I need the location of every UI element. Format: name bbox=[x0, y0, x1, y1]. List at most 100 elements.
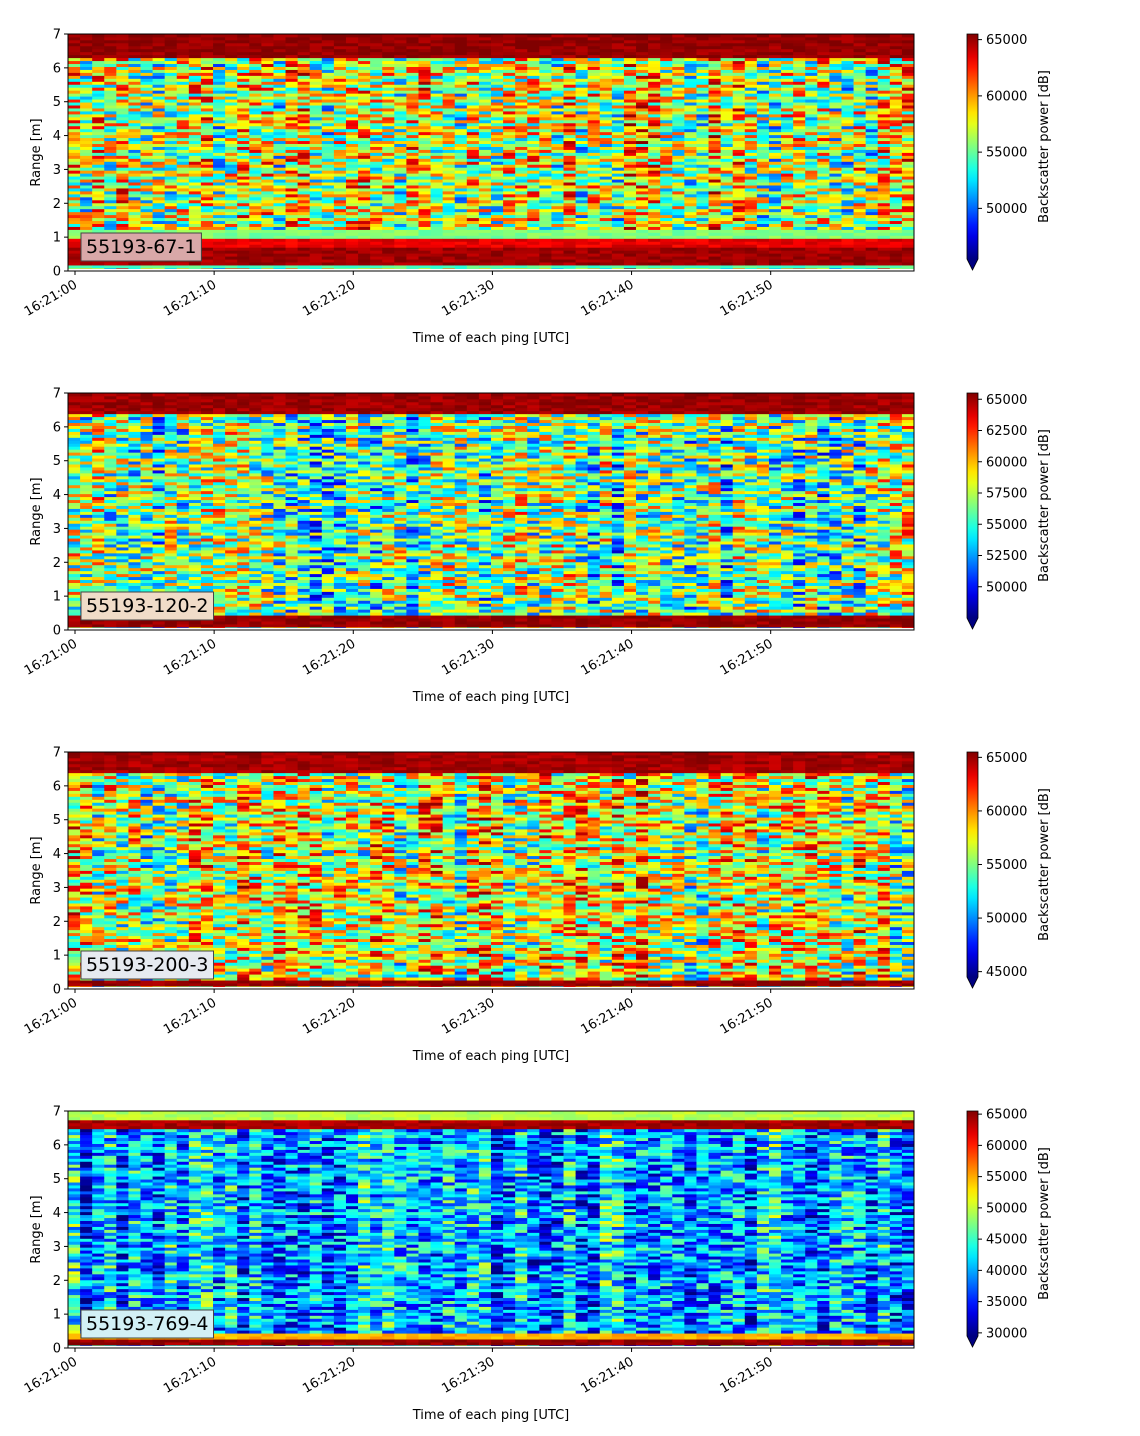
heatmap-cell bbox=[491, 102, 504, 106]
heatmap-cell bbox=[515, 39, 528, 44]
heatmap-cell bbox=[382, 238, 395, 242]
heatmap-cell bbox=[623, 235, 637, 239]
heatmap-cell bbox=[466, 63, 480, 67]
heatmap-cell bbox=[503, 96, 516, 100]
heatmap-cell bbox=[805, 102, 818, 106]
heatmap-cell bbox=[442, 191, 456, 195]
heatmap-cell bbox=[406, 93, 419, 97]
heatmap-cell bbox=[176, 36, 190, 41]
heatmap-cell bbox=[442, 34, 456, 38]
heatmap-cell bbox=[345, 185, 359, 189]
heatmap-cell bbox=[623, 90, 637, 94]
heatmap-cell bbox=[503, 265, 516, 269]
heatmap-cell bbox=[321, 108, 335, 112]
heatmap-cell bbox=[333, 256, 347, 260]
heatmap-cell bbox=[781, 87, 794, 91]
heatmap-cell bbox=[539, 208, 552, 213]
heatmap-cell bbox=[285, 170, 299, 174]
heatmap-cell bbox=[200, 102, 214, 106]
heatmap-cell bbox=[333, 122, 347, 127]
heatmap-cell bbox=[188, 137, 202, 142]
heatmap-cell bbox=[708, 179, 722, 183]
heatmap-cell bbox=[321, 72, 335, 76]
heatmap-cell bbox=[333, 84, 347, 88]
heatmap-cell bbox=[128, 116, 141, 121]
heatmap-cell bbox=[273, 96, 286, 100]
heatmap-cell bbox=[466, 214, 480, 219]
heatmap-cell bbox=[249, 51, 262, 56]
heatmap-cell bbox=[781, 34, 794, 38]
heatmap-cell bbox=[164, 182, 178, 186]
heatmap-cell bbox=[309, 188, 323, 192]
heatmap-cell bbox=[225, 78, 238, 82]
heatmap-cell bbox=[128, 199, 141, 204]
heatmap-cell bbox=[805, 226, 818, 230]
heatmap-cell bbox=[466, 173, 480, 177]
heatmap-cell bbox=[140, 146, 153, 150]
heatmap-cell bbox=[454, 244, 468, 248]
heatmap-cell bbox=[660, 170, 673, 174]
heatmap-cell bbox=[587, 75, 601, 79]
heatmap-cell bbox=[781, 78, 794, 82]
heatmap-cell bbox=[466, 265, 480, 269]
heatmap-cell bbox=[551, 60, 564, 65]
heatmap-cell bbox=[249, 75, 262, 79]
heatmap-cell bbox=[563, 140, 576, 145]
heatmap-cell bbox=[140, 78, 153, 82]
heatmap-cell bbox=[563, 232, 576, 236]
heatmap-cell bbox=[744, 72, 758, 76]
heatmap-cell bbox=[696, 34, 709, 38]
heatmap-cell bbox=[672, 214, 685, 219]
heatmap-cell bbox=[696, 176, 709, 180]
heatmap-cell bbox=[454, 128, 468, 133]
heatmap-cell bbox=[684, 48, 697, 53]
heatmap-cell bbox=[587, 69, 601, 73]
heatmap-cell bbox=[418, 247, 431, 251]
heatmap-cell bbox=[551, 199, 564, 204]
heatmap-cell bbox=[358, 105, 371, 109]
heatmap-cell bbox=[394, 134, 407, 139]
heatmap-cell bbox=[527, 78, 540, 82]
heatmap-cell bbox=[152, 265, 166, 269]
heatmap-cell bbox=[599, 185, 613, 189]
heatmap-cell bbox=[611, 137, 625, 142]
heatmap-cell bbox=[684, 149, 697, 153]
heatmap-cell bbox=[756, 262, 770, 266]
heatmap-cell bbox=[611, 223, 625, 227]
heatmap-cell bbox=[648, 34, 661, 38]
heatmap-cell bbox=[478, 108, 492, 112]
heatmap-cell bbox=[454, 119, 468, 124]
heatmap-cell bbox=[539, 113, 552, 118]
heatmap-cell bbox=[515, 90, 528, 94]
heatmap-cell bbox=[781, 102, 794, 106]
heatmap-cell bbox=[684, 131, 697, 136]
heatmap-cell bbox=[345, 54, 359, 59]
heatmap-cell bbox=[285, 265, 299, 269]
heatmap-cell bbox=[563, 63, 576, 67]
heatmap-cell bbox=[104, 143, 117, 147]
heatmap-cell bbox=[636, 39, 649, 44]
heatmap-cell bbox=[128, 90, 141, 94]
heatmap-cell bbox=[418, 116, 431, 121]
heatmap-cell bbox=[104, 42, 117, 47]
heatmap-cell bbox=[442, 205, 456, 210]
heatmap-cell bbox=[164, 208, 178, 213]
heatmap-cell bbox=[587, 214, 601, 219]
heatmap-cell bbox=[720, 42, 734, 47]
heatmap-cell bbox=[793, 105, 806, 109]
heatmap-cell bbox=[394, 214, 407, 219]
heatmap-cell bbox=[442, 241, 456, 245]
heatmap-cell bbox=[68, 152, 81, 156]
heatmap-cell bbox=[382, 214, 395, 219]
heatmap-cell bbox=[454, 48, 468, 53]
heatmap-cell bbox=[781, 137, 794, 142]
heatmap-cell bbox=[805, 63, 818, 67]
heatmap-cell bbox=[358, 191, 371, 195]
heatmap-cell bbox=[768, 36, 782, 41]
heatmap-cell bbox=[515, 152, 528, 156]
heatmap-cell bbox=[152, 191, 166, 195]
heatmap-cell bbox=[285, 108, 299, 112]
heatmap-cell bbox=[249, 226, 262, 230]
heatmap-cell bbox=[176, 63, 190, 67]
heatmap-cell bbox=[648, 191, 661, 195]
